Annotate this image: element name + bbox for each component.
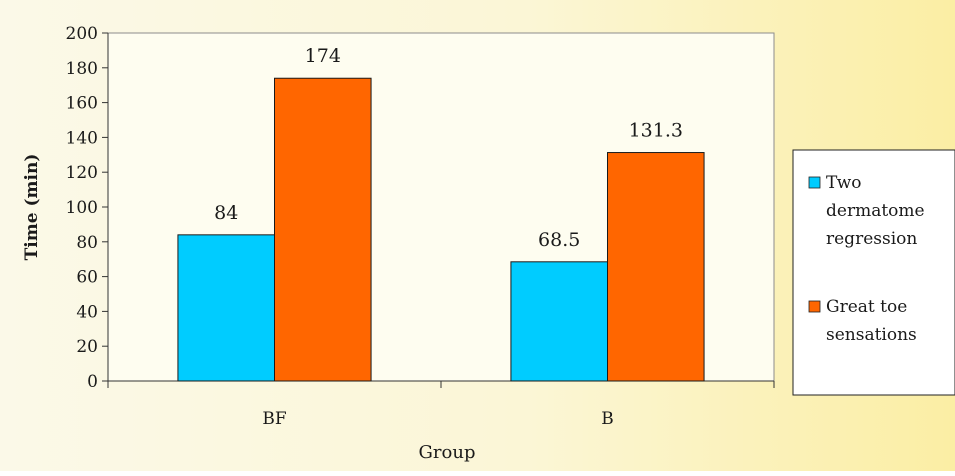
y-axis: 0 20 40 60 80 100 120 140 160 180 200 [66,24,109,392]
bar [274,77,372,382]
legend-label-two-dermatome-line2: dermatome [826,201,925,221]
bar-value-label: 131.3 [629,120,683,142]
y-tick-label: 100 [66,198,98,218]
bar-value-label: 68.5 [538,229,580,251]
legend-swatch-great-toe [808,300,821,313]
y-tick-label: 200 [66,24,98,44]
y-tick-label: 180 [66,59,98,79]
data-labels: 84 174 68.5 131.3 [214,45,683,251]
bar-value-label: 174 [305,45,341,67]
bar-value-label: 84 [214,202,238,224]
y-tick-label: 0 [87,372,98,392]
x-tick-label: BF [262,409,286,429]
legend-swatch-two-dermatome [808,176,821,189]
y-axis-title: Time (min) [22,154,42,261]
x-tick-label: B [601,409,614,429]
y-tick-label: 60 [76,268,98,288]
bar [607,152,705,382]
legend-label-two-dermatome-line3: regression [826,229,917,249]
legend-label-great-toe-line2: sensations [826,325,917,345]
legend: Two dermatome regression Great toe sensa… [792,149,955,396]
x-axis: BF B [107,380,775,429]
y-tick-label: 40 [76,302,98,322]
y-tick-label: 120 [66,163,98,183]
y-tick-label: 80 [76,233,98,253]
legend-label-two-dermatome-line1: Two [826,173,862,193]
legend-box [792,149,955,396]
bar [510,261,608,382]
y-tick-label: 20 [76,337,98,357]
bar [177,234,275,382]
y-tick-label: 140 [66,128,98,148]
y-tick-label: 160 [66,94,98,114]
legend-label-great-toe-line1: Great toe [826,297,907,317]
x-axis-title: Group [419,442,476,463]
bars [177,77,705,382]
